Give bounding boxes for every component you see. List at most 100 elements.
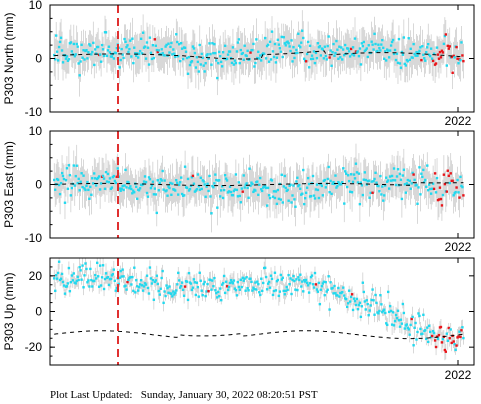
data-point — [396, 168, 400, 171]
data-point — [133, 191, 136, 194]
data-point — [214, 173, 217, 176]
data-point — [86, 281, 89, 284]
data-point — [98, 53, 102, 56]
data-point — [206, 53, 209, 56]
data-point — [107, 45, 111, 48]
recent-point — [434, 62, 438, 65]
data-point — [129, 39, 132, 42]
data-point — [358, 47, 362, 50]
data-point — [185, 186, 189, 189]
data-point — [159, 287, 162, 290]
data-point — [257, 50, 260, 54]
data-point — [183, 46, 187, 50]
data-point — [323, 293, 326, 297]
data-point — [127, 278, 130, 282]
data-point — [208, 42, 211, 45]
data-point — [106, 49, 110, 52]
data-point — [56, 59, 60, 62]
data-point — [383, 308, 386, 311]
data-point — [162, 301, 165, 305]
recent-point — [439, 197, 443, 201]
data-point — [299, 273, 302, 276]
data-point — [167, 42, 170, 45]
data-point — [142, 180, 146, 183]
data-point — [399, 318, 403, 321]
data-point — [337, 180, 340, 184]
data-point — [189, 282, 193, 285]
data-point — [179, 176, 183, 179]
data-point — [234, 288, 238, 292]
data-point — [194, 66, 198, 69]
data-point — [196, 60, 199, 64]
data-point — [354, 303, 358, 307]
data-point — [55, 50, 59, 53]
data-point — [77, 278, 80, 282]
data-point — [180, 281, 184, 284]
data-point — [102, 54, 106, 58]
data-point — [430, 187, 434, 191]
data-point — [228, 185, 232, 188]
y-tick-label: 0 — [35, 178, 42, 192]
data-point — [379, 294, 382, 297]
data-point — [152, 193, 156, 196]
data-point — [426, 326, 429, 329]
data-point — [208, 174, 211, 178]
data-point — [87, 279, 90, 282]
data-point — [415, 183, 418, 187]
data-point — [309, 57, 313, 61]
data-point — [132, 61, 135, 65]
error-bars — [53, 143, 464, 233]
data-point — [55, 277, 59, 280]
data-point — [108, 177, 112, 180]
data-point — [149, 51, 153, 54]
data-point — [178, 183, 181, 187]
data-point — [267, 280, 271, 284]
data-point — [357, 303, 361, 307]
x-tick-label: 2022 — [445, 368, 472, 382]
data-point — [393, 179, 397, 182]
data-point — [459, 59, 462, 62]
data-point — [136, 197, 139, 200]
data-point — [331, 51, 334, 54]
data-point — [169, 181, 172, 185]
data-point — [77, 177, 80, 181]
data-point — [80, 43, 83, 47]
data-point — [137, 56, 140, 59]
data-point — [273, 271, 277, 274]
data-point — [365, 183, 368, 186]
data-point — [421, 175, 424, 179]
data-point — [200, 52, 203, 56]
data-point — [183, 165, 187, 168]
y-tick-label: 10 — [29, 124, 43, 138]
data-point — [329, 179, 332, 183]
data-point — [445, 332, 448, 335]
data-point — [369, 191, 372, 195]
data-point — [78, 266, 81, 269]
data-point — [334, 51, 337, 55]
data-point — [382, 46, 385, 50]
data-point — [166, 286, 169, 290]
data-point — [347, 289, 351, 292]
data-point — [210, 212, 213, 215]
data-point — [278, 290, 282, 293]
data-point — [303, 278, 306, 282]
data-point — [359, 315, 363, 319]
data-point — [319, 54, 323, 57]
data-point — [175, 178, 178, 182]
data-point — [328, 190, 331, 194]
data-point — [225, 57, 229, 61]
data-point — [221, 282, 225, 285]
data-point — [327, 165, 330, 169]
data-point — [330, 64, 333, 67]
recent-point — [455, 186, 458, 189]
data-point — [264, 57, 268, 60]
data-point — [105, 180, 109, 183]
data-point — [205, 290, 208, 293]
data-point — [430, 57, 434, 60]
data-point — [153, 280, 157, 284]
data-point — [373, 32, 376, 36]
data-point — [57, 260, 61, 263]
data-point — [428, 330, 432, 334]
data-point — [197, 295, 200, 298]
